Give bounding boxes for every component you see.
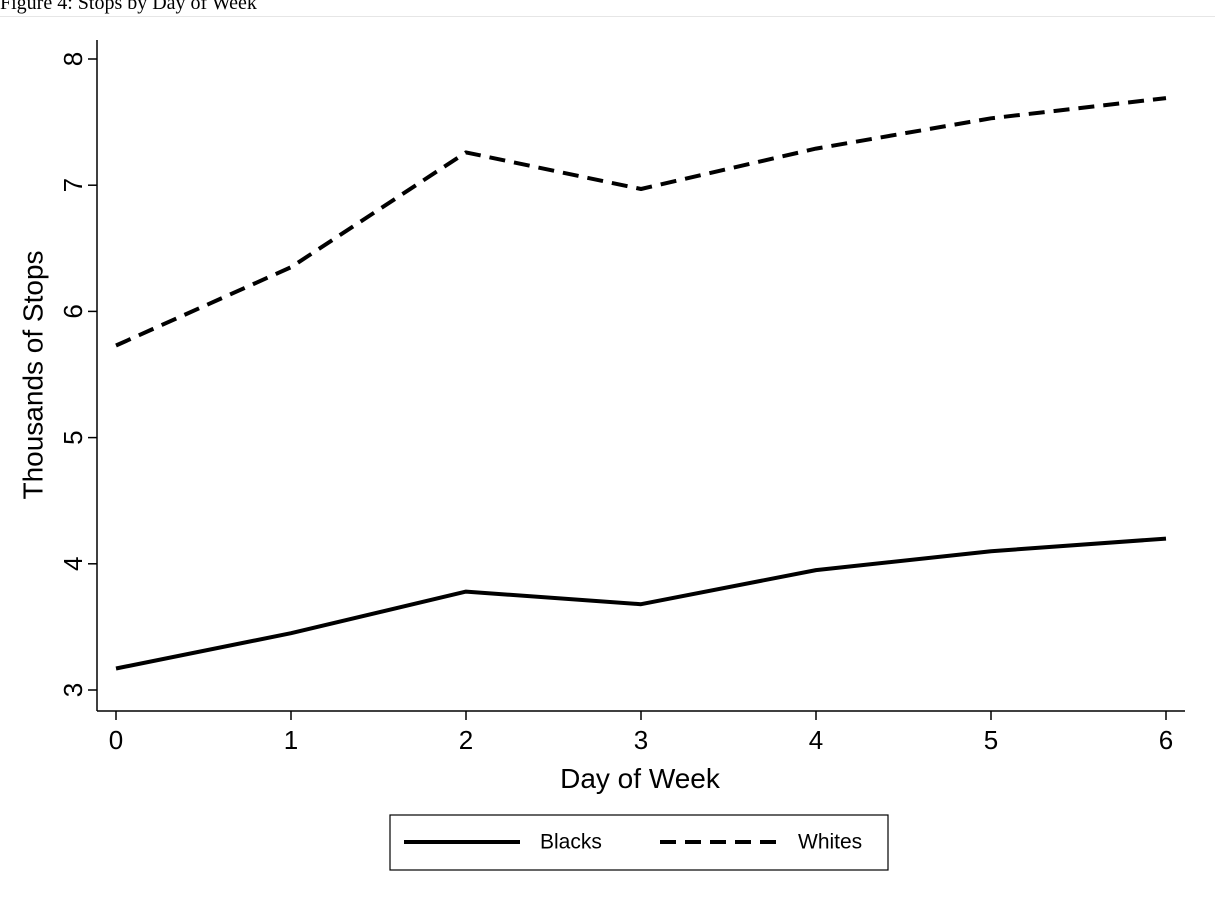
y-tick-label: 4 bbox=[58, 557, 88, 571]
y-tick-label: 7 bbox=[58, 178, 88, 192]
legend-label-blacks: Blacks bbox=[540, 831, 602, 854]
x-tick-label: 2 bbox=[459, 725, 473, 755]
caption-divider bbox=[0, 16, 1215, 17]
x-axis-title: Day of Week bbox=[560, 763, 721, 794]
x-tick-label: 1 bbox=[284, 725, 298, 755]
legend-label-whites: Whites bbox=[798, 831, 862, 854]
x-tick-label: 4 bbox=[809, 725, 823, 755]
y-tick-label: 3 bbox=[58, 683, 88, 697]
axes bbox=[96, 40, 1185, 712]
y-axis-title: Thousands of Stops bbox=[18, 250, 49, 499]
y-tick-label: 6 bbox=[58, 304, 88, 318]
x-tick-label: 3 bbox=[634, 725, 648, 755]
y-tick-label: 5 bbox=[58, 430, 88, 444]
legend: Blacks Whites bbox=[389, 814, 889, 871]
series-layer bbox=[115, 96, 1167, 671]
x-tick-label: 5 bbox=[984, 725, 998, 755]
series-line-whites bbox=[115, 96, 1167, 348]
figure-caption: Figure 4: Stops by Day of Week bbox=[0, 0, 257, 14]
series-line-blacks bbox=[115, 536, 1167, 671]
ticks: 0 1 2 3 4 5 6 3 4 5 6 7 8 bbox=[58, 52, 1173, 755]
y-tick-label: 8 bbox=[58, 52, 88, 66]
x-tick-label: 6 bbox=[1159, 725, 1173, 755]
x-tick-label: 0 bbox=[109, 725, 123, 755]
